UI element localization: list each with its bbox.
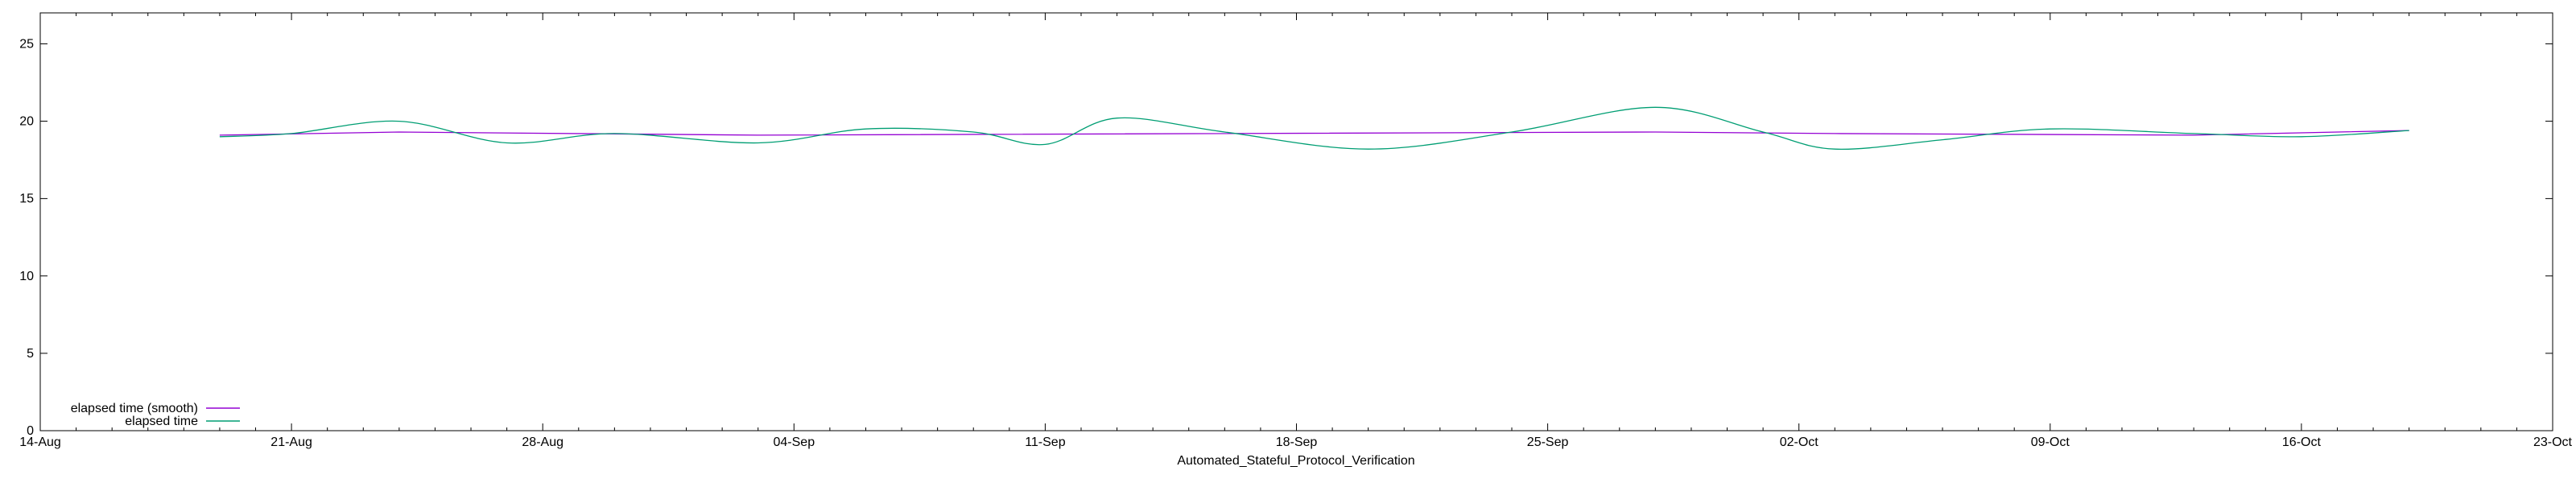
legend-label-elapsed: elapsed time xyxy=(125,415,198,428)
x-tick-label: 09-Oct xyxy=(2031,436,2070,449)
x-tick-label: 16-Oct xyxy=(2282,436,2322,449)
legend: elapsed time (smooth) elapsed time xyxy=(71,402,240,428)
x-tick-label: 25-Sep xyxy=(1527,436,1569,449)
y-axis-ticks: 0 5 10 15 20 25 xyxy=(19,37,2553,438)
series-line-smooth xyxy=(219,130,2409,136)
legend-label-smooth: elapsed time (smooth) xyxy=(71,402,198,415)
x-tick-label: 04-Sep xyxy=(774,436,815,449)
y-tick-label: 15 xyxy=(19,192,34,206)
series-layer xyxy=(219,106,2409,151)
x-tick-label: 28-Aug xyxy=(522,436,564,449)
x-axis-title: Automated_Stateful_Protocol_Verification xyxy=(1177,454,1414,468)
y-tick-label: 25 xyxy=(19,37,34,51)
x-tick-label: 14-Aug xyxy=(19,436,61,449)
y-tick-label: 20 xyxy=(19,115,34,129)
x-tick-label: 11-Sep xyxy=(1025,436,1066,449)
series-line-elapsed xyxy=(219,106,2409,151)
y-tick-label: 5 xyxy=(27,347,34,361)
x-tick-label: 23-Oct xyxy=(2533,436,2573,449)
x-tick-label: 18-Sep xyxy=(1276,436,1318,449)
x-axis-ticks: 14-Aug 21-Aug 28-Aug 04-Sep 11-Sep 18-Sep 25-S… xyxy=(19,13,2573,449)
x-tick-label: 21-Aug xyxy=(270,436,312,449)
y-tick-label: 0 xyxy=(27,424,34,438)
plot-frame xyxy=(39,12,2553,431)
y-tick-label: 10 xyxy=(19,270,34,283)
x-tick-label: 02-Oct xyxy=(1780,436,1819,449)
